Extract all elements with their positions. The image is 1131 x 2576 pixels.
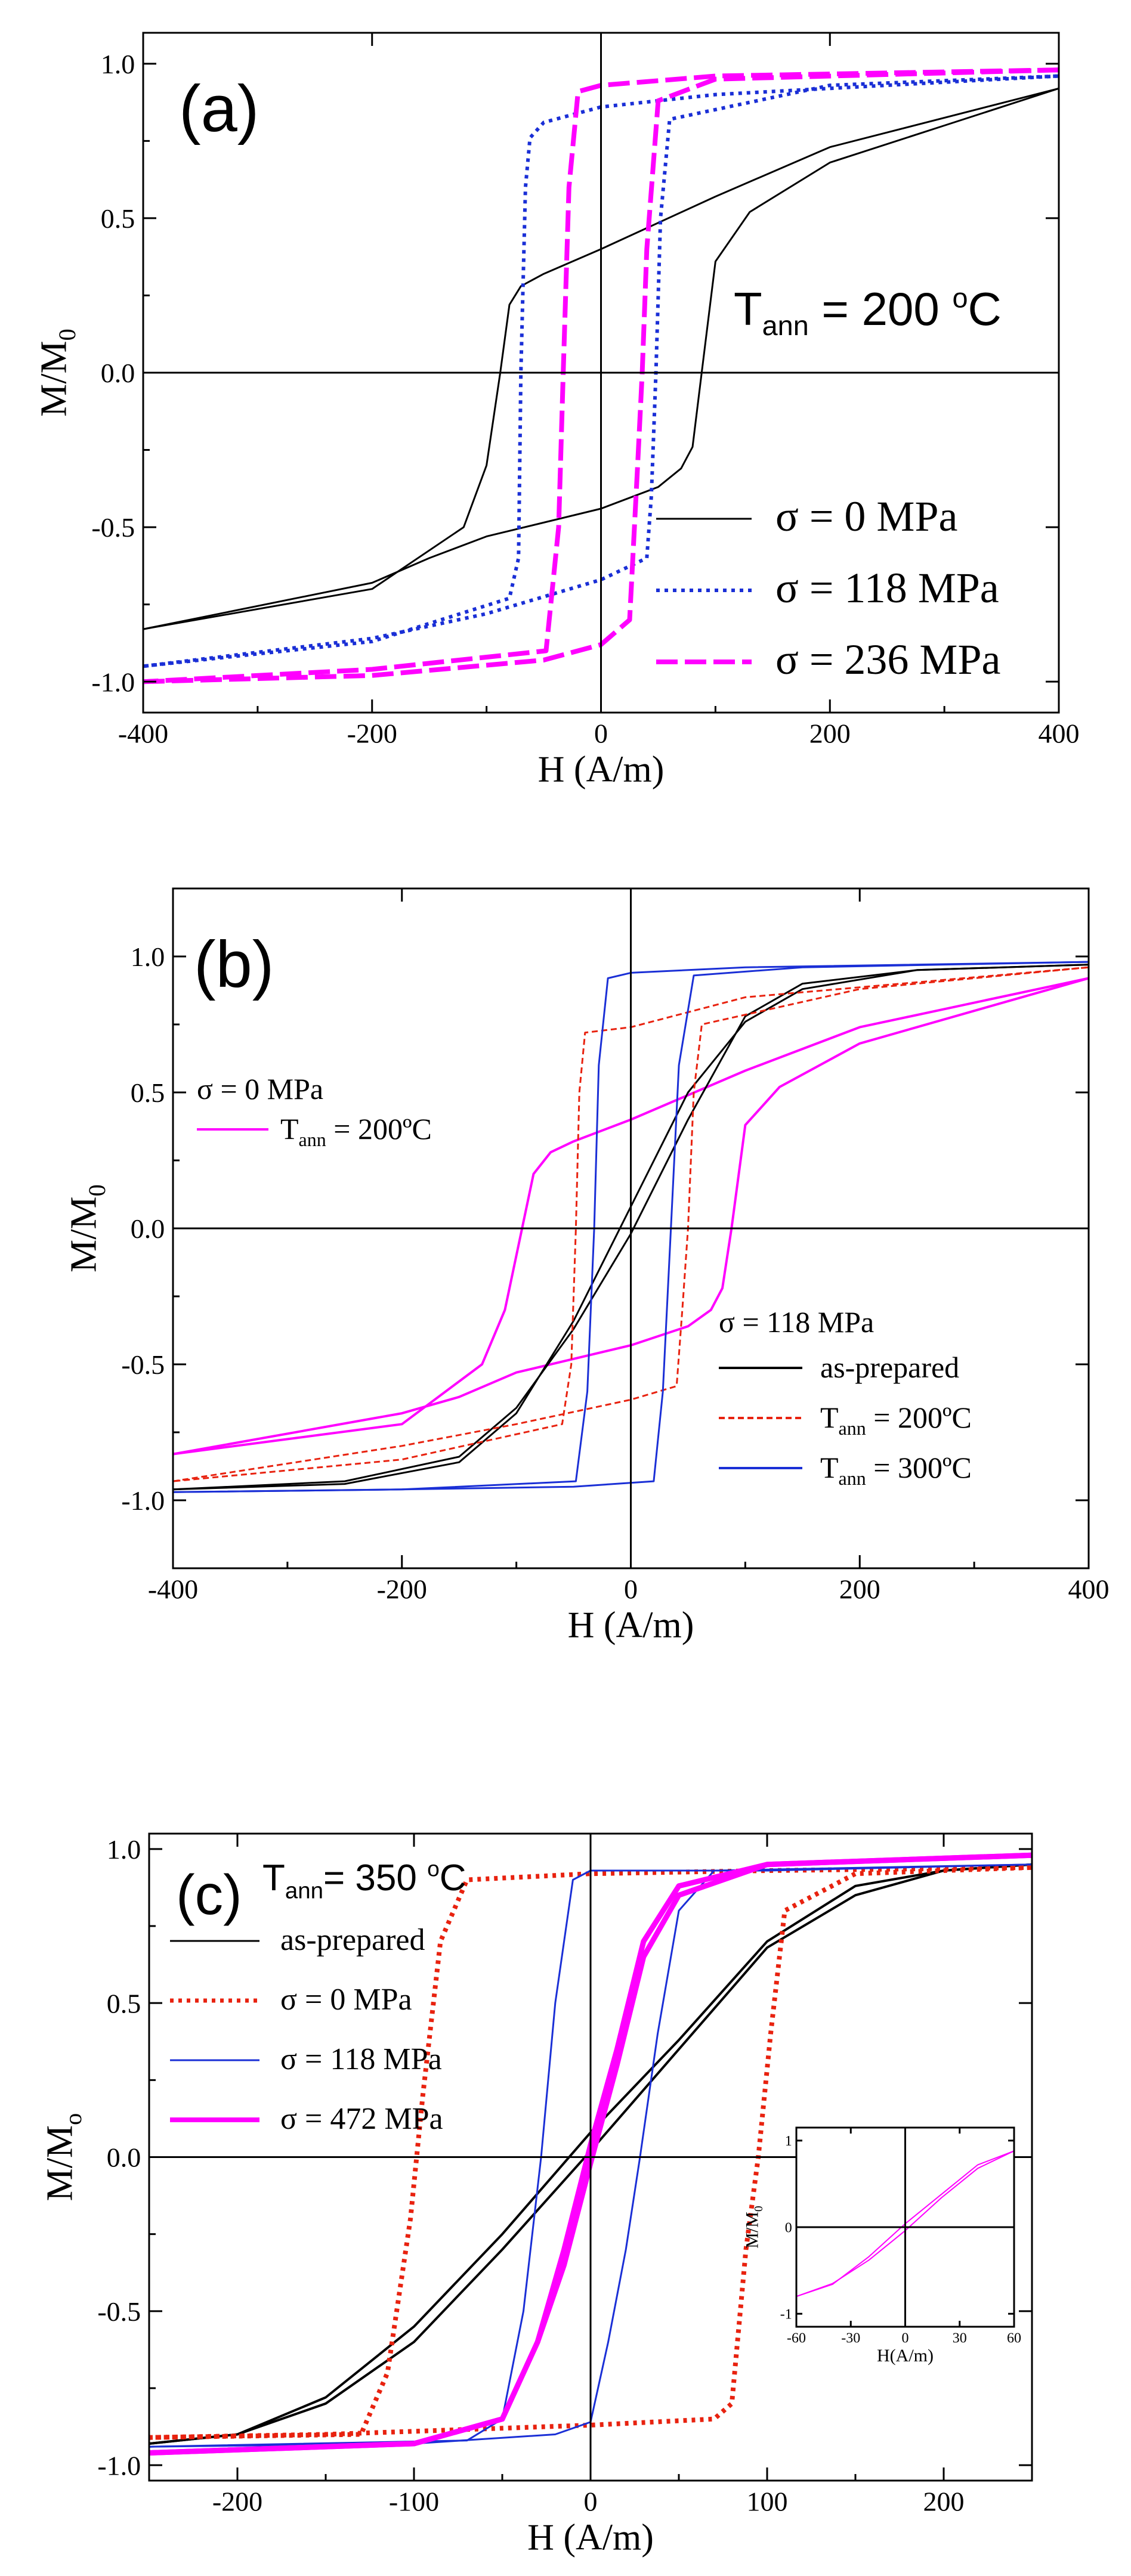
y-axis-label: M/Mo [39,2113,86,2202]
legend-label: σ = 0 MPa [280,1983,412,2017]
series-line [143,87,1059,630]
legend-label: Tann = 200ºC [280,1112,432,1150]
x-axis-label: H (A/m) [538,750,665,790]
series-line [143,74,1059,668]
inset-x-axis-label: H(A/m) [877,2346,934,2366]
series-line [143,87,1059,630]
y-tick-label: -0.5 [121,1349,165,1380]
y-tick-label: 0.0 [131,1213,165,1244]
y-tick-label: 0.5 [107,1988,141,2018]
inset-y-tick-label: -1 [780,2307,792,2323]
y-tick-label: 1.0 [107,1834,141,1865]
inset-x-tick-label: 30 [953,2330,967,2346]
inset-x-tick-label: -30 [841,2330,860,2346]
x-tick-label: 400 [1039,719,1080,749]
annealing-annotation: Tann = 200 oC [734,282,1002,341]
x-tick-label: 200 [839,1574,880,1605]
y-tick-label: -1.0 [91,667,135,697]
x-tick-label: 400 [1068,1574,1110,1605]
y-tick-label: 0.5 [131,1078,165,1108]
series-line [143,67,1059,685]
legend-label: as-prepared [820,1351,959,1384]
panel-label: (a) [179,72,259,145]
chart-panel: -200 -100 0 100 200-1.0-0.50.00.51.0H (A/m)M… [39,1832,1033,2558]
x-tick-label: 0 [594,719,608,749]
series-line [173,961,1089,1493]
y-tick-label: 0.5 [101,203,135,234]
x-axis-label: H (A/m) [527,2518,654,2558]
inset-chart: -60 -30 0 30 60 -1 0 1 H(A/m) M/M0 [743,2126,1021,2366]
y-tick-label: -0.5 [91,512,135,543]
x-tick-label: 200 [923,2487,965,2517]
legend-label: as-prepared [280,1923,425,1957]
series-line [173,977,1089,1456]
x-tick-label: -200 [212,2487,262,2517]
y-tick-label: 0.0 [107,2142,141,2173]
series-line [149,1865,1032,2440]
inset-y-tick-label: 0 [785,2220,792,2236]
panel-label: (c) [176,1863,242,1927]
x-axis-label: H (A/m) [568,1605,694,1646]
inset-x-tick-label: -60 [787,2330,806,2346]
x-tick-label: -200 [347,719,397,749]
x-tick-label: 0 [624,1574,638,1605]
series-line [149,1865,1032,2440]
x-tick-label: -200 [377,1574,427,1605]
series-line [149,1863,1032,2448]
legend-label: σ = 118 MPa [775,564,999,612]
series-line [173,977,1089,1456]
y-tick-label: -0.5 [97,2296,141,2327]
y-tick-label: 1.0 [101,49,135,79]
y-tick-label: -1.0 [97,2450,141,2481]
inset-y-axis-label: M/M0 [743,2206,766,2248]
y-tick-label: 0.0 [101,358,135,388]
x-tick-label: 200 [809,719,851,749]
series-line [149,1863,1032,2448]
panel-label: (b) [194,928,274,1001]
series-line [143,67,1059,685]
chart-panel: -400 -200 0 200 400 -1.0 -0.5 0.0 0.5 1.0 H (A/m) M… [33,32,1080,790]
legend-label: σ = 472 MPa [280,2102,443,2136]
series-line [173,961,1089,1493]
legend-label: Tann = 200ºC [820,1401,972,1439]
inset-x-tick-label: 60 [1007,2330,1021,2346]
y-tick-label: -1.0 [121,1485,165,1516]
inset-x-tick-label: 0 [902,2330,909,2346]
y-tick-label: 1.0 [131,942,165,972]
series-line [143,74,1059,668]
inset-y-tick-label: 1 [785,2134,792,2149]
y-axis-label: M/M0 [63,1184,110,1272]
legend-label: σ = 0 MPa [775,493,957,540]
x-tick-label: -400 [148,1574,198,1605]
x-tick-label: -400 [118,719,168,749]
x-tick-label: 0 [584,2487,598,2517]
annealing-annotation: Tann= 350 oC [262,1856,466,1903]
y-axis-label: M/M0 [33,329,80,417]
legend-label: Tann = 300ºC [820,1451,972,1489]
series-line [173,966,1089,1482]
legend-label: σ = 236 MPa [775,636,1000,683]
legend-label: σ = 118 MPa [280,2042,442,2076]
x-tick-label: -100 [389,2487,439,2517]
legend-header: σ = 0 MPa [197,1072,323,1106]
legend-header: σ = 118 MPa [719,1305,874,1339]
chart-panel: -400 -200 0 200 400 -1.0 -0.5 0.0 0.5 1.0 H (A/m) M… [63,887,1110,1646]
x-tick-label: 100 [747,2487,788,2517]
